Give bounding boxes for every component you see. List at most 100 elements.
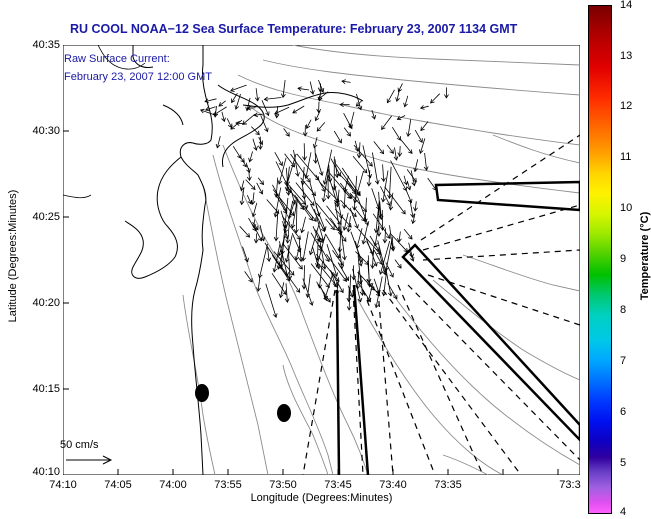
current-vector: [420, 121, 429, 131]
current-vector-head: [357, 105, 363, 111]
current-vector: [275, 212, 279, 241]
current-vector-head: [325, 194, 331, 200]
current-vector-head: [366, 182, 372, 187]
current-vector-head: [406, 132, 411, 138]
current-vector-head: [318, 247, 323, 252]
current-vector-head: [333, 272, 339, 278]
current-vector-head: [246, 176, 252, 182]
current-vector-head: [388, 205, 394, 211]
current-vector-head: [366, 297, 371, 303]
current-vector: [398, 231, 401, 242]
current-vector: [357, 255, 362, 285]
current-vector-head: [407, 198, 413, 204]
current-vector: [399, 146, 401, 157]
current-vector-head: [377, 213, 383, 219]
current-vector-head: [255, 130, 260, 136]
current-vector: [372, 213, 391, 239]
current-vector: [394, 147, 397, 161]
current-vector: [397, 115, 406, 120]
current-vector-head: [259, 180, 264, 186]
current-vector-head: [380, 226, 385, 231]
current-vector-head: [257, 236, 263, 242]
colorbar-tick-label: 14: [620, 0, 633, 11]
axis-ticks: [63, 45, 559, 475]
colorbar-label: Temperature (°C): [639, 211, 651, 301]
current-vector-head: [374, 303, 380, 309]
current-vector-head: [357, 297, 363, 303]
current-vector-head: [364, 221, 370, 226]
current-vector: [354, 170, 364, 203]
current-vector-head: [313, 159, 318, 164]
current-vector-head: [299, 205, 305, 211]
current-vector: [409, 200, 414, 218]
current-vector-head: [321, 197, 327, 203]
current-vector-head: [274, 110, 279, 115]
current-vector-head: [396, 136, 401, 141]
current-vector: [315, 110, 321, 121]
current-vector: [384, 228, 386, 243]
current-vector-head: [321, 265, 327, 270]
current-vector: [357, 281, 371, 302]
buoy-marker[interactable]: [277, 404, 291, 422]
current-vector-head: [342, 187, 348, 193]
current-vector: [274, 187, 282, 217]
current-vector: [213, 106, 227, 116]
current-vector: [283, 128, 290, 137]
current-vector-head: [358, 261, 363, 267]
current-vector-head: [362, 207, 368, 213]
current-vector-head: [397, 238, 402, 243]
current-vector-head: [381, 291, 387, 297]
current-vector-head: [338, 214, 344, 220]
current-vector: [408, 242, 413, 258]
current-vector: [302, 189, 307, 209]
current-vector-head: [376, 232, 382, 237]
current-vector-head: [274, 113, 280, 119]
current-vector: [385, 262, 394, 278]
current-vector: [245, 179, 256, 190]
map-plot-area[interactable]: [63, 45, 580, 475]
current-vector-head: [290, 162, 296, 168]
current-vector: [391, 126, 401, 141]
current-vector: [305, 207, 317, 222]
current-vector: [242, 113, 256, 125]
current-vector: [310, 263, 330, 288]
current-vector: [218, 100, 226, 107]
current-vector: [315, 253, 340, 282]
temperature-colorbar: [588, 5, 612, 514]
current-vector: [320, 286, 328, 301]
current-vector-head: [420, 126, 425, 132]
current-vector: [367, 255, 370, 283]
current-vector-head: [401, 209, 406, 215]
current-vector-head: [272, 313, 278, 318]
current-vector-field: [199, 79, 449, 318]
buoy-marker[interactable]: [195, 384, 209, 402]
current-vector: [356, 93, 362, 110]
current-vector-head: [332, 282, 338, 287]
current-vector-head: [355, 102, 361, 107]
current-vector: [283, 244, 303, 270]
current-vector-head: [266, 257, 272, 263]
current-vector-head: [402, 186, 407, 192]
current-vector: [285, 235, 293, 263]
scale-arrow: [66, 455, 113, 465]
current-vector-head: [204, 106, 210, 112]
y-tick-label: 40:10: [32, 466, 60, 478]
current-vector-head: [331, 186, 337, 191]
radar-beams: [335, 180, 580, 475]
current-vector: [372, 247, 375, 269]
current-vector: [403, 228, 413, 240]
current-vector-head: [213, 111, 218, 116]
current-vector: [362, 145, 371, 178]
current-vector: [265, 283, 277, 318]
y-tick-label: 40:35: [32, 39, 60, 51]
current-vector-head: [346, 131, 351, 137]
x-tick-label: 74:05: [104, 479, 132, 491]
current-vector-head: [330, 225, 335, 231]
current-vector: [251, 126, 260, 135]
current-vector-head: [258, 189, 264, 195]
current-vector-head: [393, 294, 398, 300]
current-vector-head: [306, 124, 311, 129]
current-vector: [317, 238, 319, 261]
current-vector: [372, 152, 379, 185]
radar-sector-lines: [302, 134, 580, 475]
